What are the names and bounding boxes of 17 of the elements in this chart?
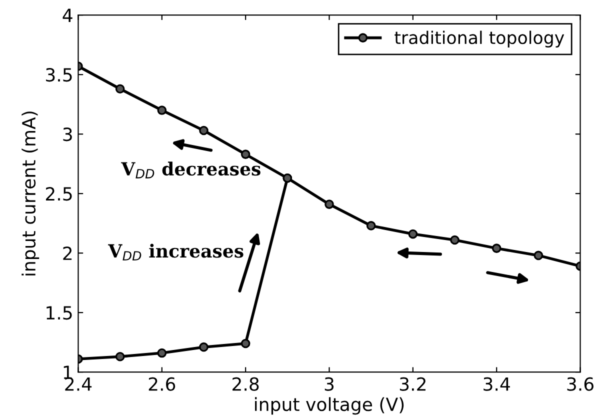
x-tick-label: 2.8 [232,377,259,391]
x-tick-label: 3 [324,377,334,391]
annotation: V$_{DD}$ decreases [121,162,260,178]
y-tick-label: 3.5 [46,68,72,82]
x-tick-label: 3.2 [400,377,426,391]
y-axis-title: input current (mA) [22,112,40,276]
legend-label: traditional topology [394,30,564,48]
x-axis-title: input voltage (V) [255,397,404,415]
x-tick-label: 3.4 [484,377,510,391]
y-tick-label: 4 [62,8,72,22]
y-tick-label: 2.5 [46,187,72,201]
x-tick-label: 3.6 [567,377,594,391]
x-tick-label: 2.6 [148,377,176,391]
y-tick-label: 2 [63,246,72,260]
y-tick-label: 3 [63,128,72,142]
y-tick-label: 1.5 [46,306,72,320]
annotation: V$_{DD}$ increases [108,244,244,260]
